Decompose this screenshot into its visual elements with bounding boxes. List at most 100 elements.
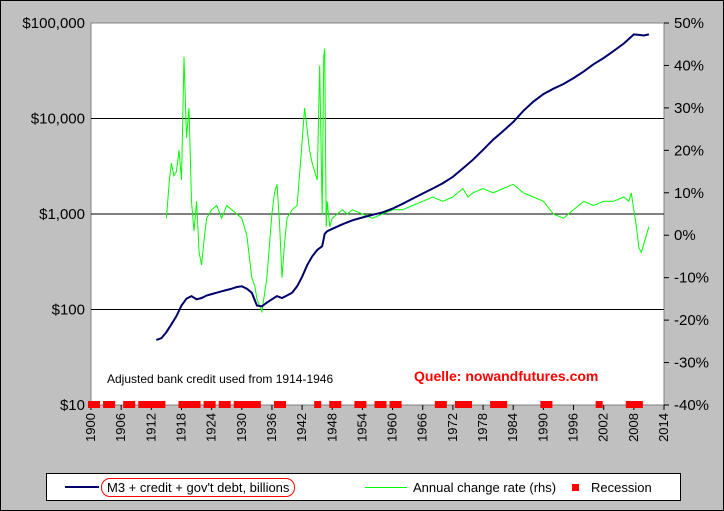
recession-marker [143, 401, 151, 408]
recession-marker [243, 401, 251, 408]
x-tick-label: 1954 [354, 413, 369, 442]
y2-tick-label: -30% [674, 355, 709, 372]
x-tick-label: 1900 [83, 413, 98, 442]
recession-marker [374, 401, 382, 408]
x-tick-label: 1966 [415, 413, 430, 442]
recession-marker [158, 401, 166, 408]
y2-tick-label: 30% [674, 100, 704, 117]
recession-marker [500, 401, 508, 408]
recession-marker [464, 401, 472, 408]
x-tick-label: 1948 [324, 413, 339, 442]
annotation-source: Quelle: nowandfutures.com [414, 368, 598, 384]
x-tick-label: 1942 [294, 413, 309, 442]
recession-marker [193, 401, 201, 408]
recession-marker [148, 401, 156, 408]
y-tick-label: $10 [60, 397, 85, 414]
x-tick-label: 1912 [143, 413, 158, 442]
x-tick-label: 1996 [566, 413, 581, 442]
recession-marker [545, 401, 553, 408]
recession-marker [434, 401, 442, 408]
y2-tick-label: 50% [674, 15, 704, 32]
legend: M3 + credit + gov't debt, billions Annua… [46, 473, 681, 501]
x-tick-label: 1972 [445, 413, 460, 442]
recession-marker [490, 401, 498, 408]
recession-marker [248, 401, 256, 408]
y-tick-label: $100,000 [22, 15, 85, 32]
recession-marker [273, 401, 281, 408]
y2-tick-label: -40% [674, 397, 709, 414]
y2-tick-label: -20% [674, 312, 709, 329]
x-tick-label: 2002 [596, 413, 611, 442]
y2-tick-label: 40% [674, 57, 704, 74]
x-tick-label: 1936 [264, 413, 279, 442]
recession-marker [153, 401, 161, 408]
recession-marker [138, 401, 146, 408]
recession-marker [128, 401, 136, 408]
recession-marker [459, 401, 467, 408]
recession-marker [359, 401, 367, 408]
y-tick-label: $1,000 [39, 206, 85, 223]
series-line-change-rate [165, 48, 650, 314]
recession-marker [389, 401, 397, 408]
series-line-m3 [155, 33, 650, 341]
legend-label-change-rate: Annual change rate (rhs) [413, 479, 557, 495]
recession-marker [88, 401, 95, 408]
recession-marker [218, 401, 226, 408]
x-tick-label: 1990 [535, 413, 550, 442]
recession-marker [354, 401, 362, 408]
x-tick-label: 1918 [173, 413, 188, 442]
chart-canvas: $10 $100 $1,000 $10,000 $100,000 50% 40% 30% 20… [22, 15, 709, 442]
x-tick-label: 1960 [385, 413, 400, 442]
recession-marker [439, 401, 447, 408]
recession-marker [183, 401, 191, 408]
recession-marker [635, 401, 643, 408]
y2-tick-label: -10% [674, 270, 709, 287]
x-tick-label: 1930 [234, 413, 249, 442]
recession-marker [495, 401, 503, 408]
legend-swatch-m3 [65, 486, 99, 488]
y-tick-label: $100 [52, 302, 85, 319]
annotation-note: Adjusted bank credit used from 1914-1946 [107, 372, 333, 386]
recession-marker [203, 401, 211, 408]
legend-item-m3: M3 + credit + gov't debt, billions [65, 474, 296, 500]
recession-marker [329, 401, 337, 408]
recession-marker [178, 401, 186, 408]
x-tick-label: 2014 [656, 413, 671, 442]
recession-marker [595, 401, 603, 408]
recession-marker [233, 401, 241, 408]
x-tick-label: 1978 [475, 413, 490, 442]
x-axis: 1900 1906 1912 1918 1924 1930 1936 1942 1948 1954… [83, 405, 671, 442]
y2-tick-label: 20% [674, 142, 704, 159]
right-axis: 50% 40% 30% 20% 10% 0% -10% -20% -30% -40% [664, 15, 709, 414]
recession-marker [93, 401, 101, 408]
recession-marker [188, 401, 196, 408]
recession-marker [314, 401, 322, 408]
y2-tick-label: 10% [674, 185, 704, 202]
x-tick-label: 1984 [505, 413, 520, 442]
recession-marker [279, 401, 286, 408]
recession-marker [238, 401, 246, 408]
recession-marker [454, 401, 462, 408]
legend-label-recession: Recession [591, 479, 652, 495]
recession-marker [223, 401, 231, 408]
legend-swatch-recession [572, 483, 579, 491]
recession-marker [394, 401, 402, 408]
x-tick-label: 2008 [626, 413, 641, 442]
recession-marker [208, 401, 216, 408]
recession-marker [625, 401, 633, 408]
legend-item-change-rate: Annual change rate (rhs) [365, 474, 556, 500]
recession-marker [379, 401, 387, 408]
left-axis: $10 $100 $1,000 $10,000 $100,000 [22, 15, 85, 414]
legend-item-recession: Recession [572, 474, 652, 500]
x-tick-label: 1924 [204, 413, 219, 442]
recession-marker [540, 401, 548, 408]
recession-marker [630, 401, 638, 408]
y2-tick-label: 0% [674, 227, 696, 244]
x-tick-label: 1906 [113, 413, 128, 442]
recession-marker [108, 401, 116, 408]
recession-marker [334, 401, 342, 408]
series-group [88, 33, 650, 408]
legend-swatch-change-rate [365, 486, 407, 488]
recession-marker [103, 401, 111, 408]
